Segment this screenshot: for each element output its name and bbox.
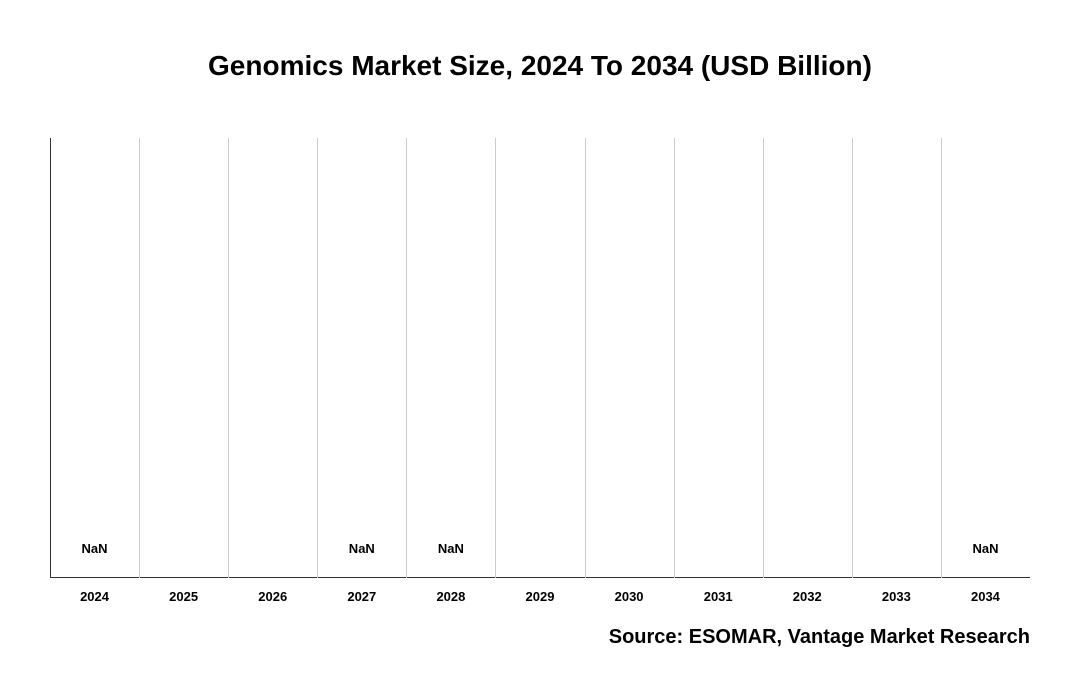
bar-data-label: NaN — [941, 541, 1030, 556]
grid-line — [585, 138, 586, 578]
grid-line — [495, 138, 496, 578]
grid-line — [228, 138, 229, 578]
x-tick-label: 2032 — [763, 589, 852, 604]
bar-data-label: NaN — [317, 541, 406, 556]
x-tick-label: 2024 — [50, 589, 139, 604]
grid-line — [674, 138, 675, 578]
x-tick-label: 2028 — [406, 589, 495, 604]
chart-title: Genomics Market Size, 2024 To 2034 (USD … — [0, 50, 1080, 82]
x-tick-label: 2031 — [674, 589, 763, 604]
x-tick-label: 2030 — [585, 589, 674, 604]
grid-line — [317, 138, 318, 578]
x-tick-label: 2025 — [139, 589, 228, 604]
x-tick-label: 2026 — [228, 589, 317, 604]
grid-line — [852, 138, 853, 578]
x-tick-label: 2033 — [852, 589, 941, 604]
plot-area: NaNNaNNaNNaN — [50, 138, 1030, 578]
grid-line — [941, 138, 942, 578]
x-tick-label: 2027 — [317, 589, 406, 604]
grid-line — [139, 138, 140, 578]
x-tick-label: 2034 — [941, 589, 1030, 604]
grid-line — [406, 138, 407, 578]
bar-data-label: NaN — [50, 541, 139, 556]
x-tick-label: 2029 — [495, 589, 584, 604]
bar-data-label: NaN — [406, 541, 495, 556]
grid-line — [763, 138, 764, 578]
y-axis-line — [50, 138, 51, 578]
x-axis-line — [50, 577, 1030, 578]
chart-source: Source: ESOMAR, Vantage Market Research — [609, 626, 1030, 649]
